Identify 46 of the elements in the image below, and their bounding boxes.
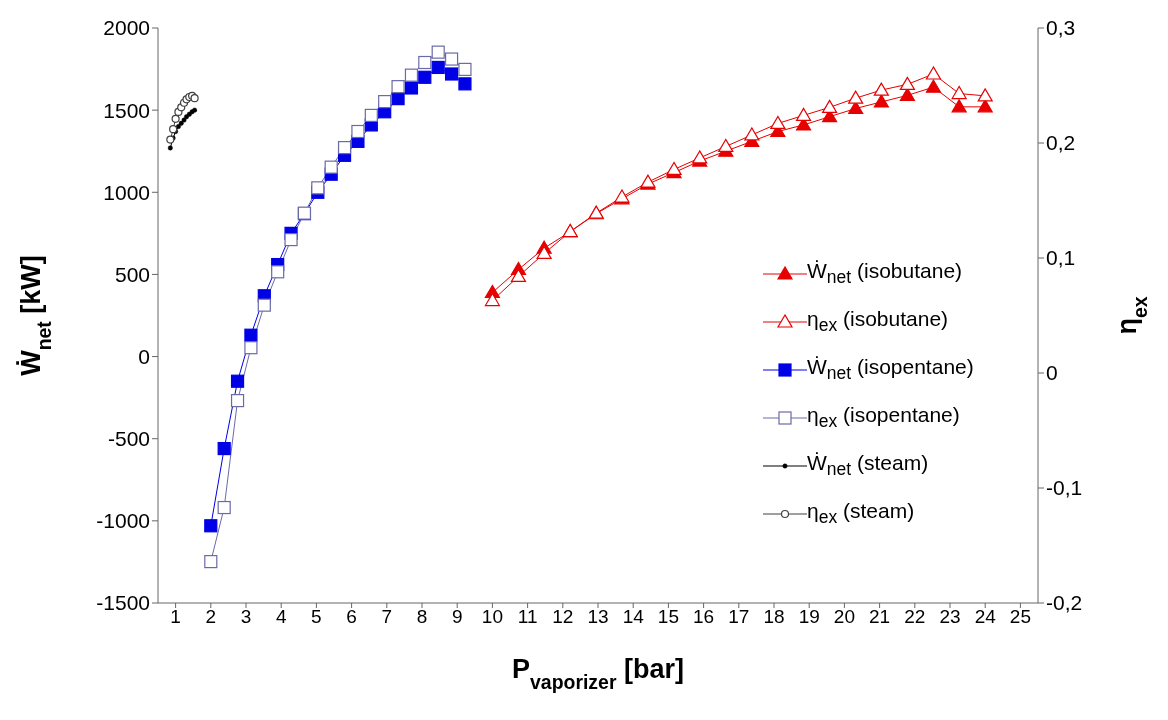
y-tick-label: 1500: [103, 98, 150, 122]
x-tick-label: 2: [205, 606, 217, 628]
x-tick-label: 25: [1009, 606, 1031, 628]
x-tick-label: 13: [587, 606, 609, 628]
x-tick-label: 19: [798, 606, 820, 628]
y-tick-label: 1000: [103, 180, 150, 204]
x-tick-label: 24: [974, 606, 997, 628]
x-tick-label: 20: [833, 606, 855, 628]
y2-tick-label: 0,1: [1046, 246, 1076, 270]
y2-tick-label: -0,2: [1046, 591, 1083, 615]
x-tick-label: 9: [451, 606, 463, 628]
x-tick-label: 21: [869, 606, 891, 628]
y2-tick-label: 0,3: [1046, 16, 1076, 40]
y-tick-label: 2000: [103, 16, 150, 40]
x-tick-label: 17: [728, 606, 750, 628]
legend-label: η$_{ex}$ (isopentane): [807, 403, 960, 433]
x-tick-label: 8: [416, 606, 428, 628]
y2-tick-label: 0,2: [1046, 131, 1076, 155]
y-tick-label: 0: [138, 345, 150, 369]
x-tick-label: 1: [170, 606, 181, 628]
legend-label: η$_{ex}$ (steam): [807, 499, 915, 529]
legend-label: η$_{ex}$ (isobutane): [807, 307, 949, 337]
legend-label: Ẇ$_{net}$ (steam): [807, 451, 929, 481]
x-tick-label: 5: [311, 606, 322, 628]
x-axis-title: P$_{vaporizer}$ [bar]: [512, 654, 684, 693]
x-tick-label: 6: [346, 606, 357, 628]
y-tick-label: -500: [107, 427, 150, 451]
x-tick-label: 7: [381, 606, 393, 628]
y2-tick-label: 0: [1046, 361, 1058, 385]
x-tick-label: 23: [939, 606, 961, 628]
legend-label: Ẇ$_{net}$ (isobutane): [807, 259, 963, 289]
x-tick-label: 3: [240, 606, 252, 628]
legend-label: Ẇ$_{net}$ (isopentane): [807, 355, 974, 385]
x-tick-label: 14: [622, 606, 645, 628]
x-tick-label: 22: [904, 606, 926, 628]
x-tick-label: 4: [275, 606, 287, 628]
y-tick-label: -1500: [96, 591, 150, 615]
x-tick-label: 15: [657, 606, 679, 628]
y-tick-label: -1000: [96, 509, 150, 533]
x-tick-label: 12: [552, 606, 574, 628]
x-tick-label: 18: [763, 606, 785, 628]
y2-tick-label: -0,1: [1046, 476, 1083, 500]
x-tick-label: 16: [693, 606, 715, 628]
x-tick-label: 11: [517, 606, 538, 628]
x-tick-label: 10: [481, 606, 503, 628]
y-tick-label: 500: [114, 262, 150, 286]
